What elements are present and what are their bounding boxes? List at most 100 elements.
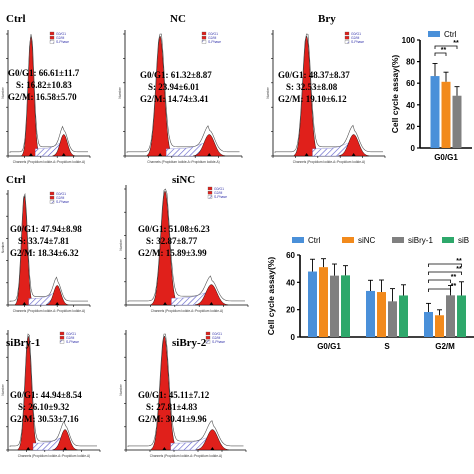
stat-s: S: 32.87±8.77 <box>146 236 198 246</box>
stat-g2m: G2/M: 19.10±6.12 <box>278 94 347 104</box>
legend-label: Ctrl <box>308 236 321 245</box>
legend-swatch-ctrl <box>428 31 440 37</box>
y-tick-label: 20 <box>406 122 415 131</box>
legend-swatch <box>49 40 55 44</box>
histogram-y-label: Number <box>266 86 270 98</box>
g2m-peak <box>194 284 229 306</box>
legend-swatch <box>201 40 207 44</box>
stat-g0g1: G0/G1: 48.37±8.37 <box>278 70 350 80</box>
histogram-x-label: Channels (Propidium Iodide-A::Propidium … <box>147 160 219 164</box>
peak-marker <box>304 153 309 156</box>
g2m-peak <box>193 134 226 157</box>
y-tick-label: 100 <box>402 36 416 45</box>
legend-label-0: G0/G1 <box>212 332 222 336</box>
histogram-panel-nc: Channels (Propidium Iodide-A::Propidium … <box>118 13 243 164</box>
legend-label-1: G2/M <box>66 336 74 340</box>
bar-legend: Ctrl siNC siBry-1 siB <box>292 236 469 245</box>
significance-bracket <box>428 263 462 267</box>
legend-swatch <box>59 336 65 340</box>
stat-g0g1: G0/G1: 45.11±7.12 <box>138 390 210 400</box>
panel-title: Ctrl <box>6 174 26 186</box>
histogram-x-label: Channels (Propidium Iodide-A::Propidium … <box>13 160 85 164</box>
histogram-y-label: Number <box>119 238 123 250</box>
y-tick-label: 40 <box>406 101 415 110</box>
significance-bracket <box>434 52 447 56</box>
legend-swatch <box>207 186 213 191</box>
legend-label-1: G2/M <box>208 36 216 40</box>
x-tick-label: G2/M <box>435 342 455 351</box>
histogram-panel-sibry2: Channels (Propidium Iodide-A::Propidium … <box>119 330 247 458</box>
peak-marker <box>22 302 27 305</box>
legend-swatch <box>59 331 65 336</box>
peak-marker <box>163 302 168 305</box>
bar-legend: Ctrl <box>428 30 457 39</box>
legend-swatch <box>344 40 350 44</box>
bar-ctrl <box>308 271 317 337</box>
stat-s: S: 27.81±4.83 <box>146 402 198 412</box>
legend-swatch <box>49 31 55 36</box>
legend-label-0: G0/G1 <box>56 32 66 36</box>
significance-brackets: ** ** <box>434 40 459 56</box>
histogram-outline <box>127 333 244 447</box>
significance-bracket <box>434 45 458 49</box>
bar-sinc <box>377 292 386 337</box>
histogram-y-label: Number <box>119 383 123 395</box>
histogram-panel-ctrl-top: Channels (Propidium Iodide-A::Propidium … <box>1 13 91 164</box>
panel-title: siBry-1 <box>6 337 40 349</box>
significance-label: ** <box>453 40 459 47</box>
panel-title: siBry-2 <box>172 337 207 349</box>
y-tick-label: 60 <box>286 251 295 260</box>
panel-title: Bry <box>318 13 336 25</box>
legend-swatch <box>201 36 207 40</box>
g0g1-peak <box>293 35 320 157</box>
bar-series-2 <box>452 95 462 148</box>
legend-label-2: S-Phase <box>214 195 227 199</box>
panel-title: NC <box>170 13 186 25</box>
histogram-outline <box>9 333 97 447</box>
histogram-x-label: Channels (Propidium Iodide-A::Propidium … <box>18 454 90 458</box>
legend-label-1: G2/M <box>212 336 220 340</box>
legend-label-2: S-Phase <box>351 40 364 44</box>
legend-swatch <box>201 31 207 36</box>
bar-sib <box>399 295 408 337</box>
stat-g0g1: G0/G1: 44.94±8.54 <box>10 390 82 400</box>
peak-marker <box>351 153 356 156</box>
stat-s: S: 23.94±6.01 <box>148 82 200 92</box>
legend-label-0: G0/G1 <box>208 32 218 36</box>
stat-g0g1: G0/G1: 51.08±6.23 <box>138 224 210 234</box>
y-axis-label: Cell cycle assay(%) <box>390 55 400 134</box>
histogram-panel-bry: Channels (Propidium Iodide-A::Propidium … <box>266 13 386 164</box>
g0g1-peak <box>151 190 180 306</box>
bar-sib <box>341 275 350 337</box>
significance-label: ** <box>451 274 457 281</box>
legend-label-0: G0/G1 <box>56 192 66 196</box>
legend-label: siBry-1 <box>408 236 433 245</box>
histogram-x-label: Channels (Propidium Iodide-A::Propidium … <box>13 309 85 313</box>
legend-label-1: G2/M <box>351 36 359 40</box>
bar-sibry-1 <box>388 301 397 337</box>
y-tick-label: 80 <box>406 58 415 67</box>
legend-swatch <box>49 191 55 196</box>
legend-label: siNC <box>358 236 376 245</box>
significance-bracket <box>428 288 451 292</box>
peak-marker <box>207 153 212 156</box>
legend-swatch-sinc <box>342 237 354 243</box>
bar-series-1 <box>441 81 451 148</box>
peak-marker <box>158 153 163 156</box>
bar-chart-0: 0 20 40 60 80 100 Cell cycle assay(%) G0/G1 Ctrl… <box>390 30 472 162</box>
histogram-outline <box>274 33 383 153</box>
legend-swatch <box>59 340 65 344</box>
legend-label: siB <box>458 236 469 245</box>
y-tick-label: 0 <box>411 144 416 153</box>
stat-s: S: 16.82±10.83 <box>16 80 72 90</box>
peak-marker <box>210 447 215 450</box>
significance-label: ** <box>456 258 462 265</box>
significance-label: ** <box>456 266 462 273</box>
bar-chart-1: 0 20 40 60 Cell cycle assay(%) G0/G1 S G2/M Ctrl… <box>266 236 474 351</box>
